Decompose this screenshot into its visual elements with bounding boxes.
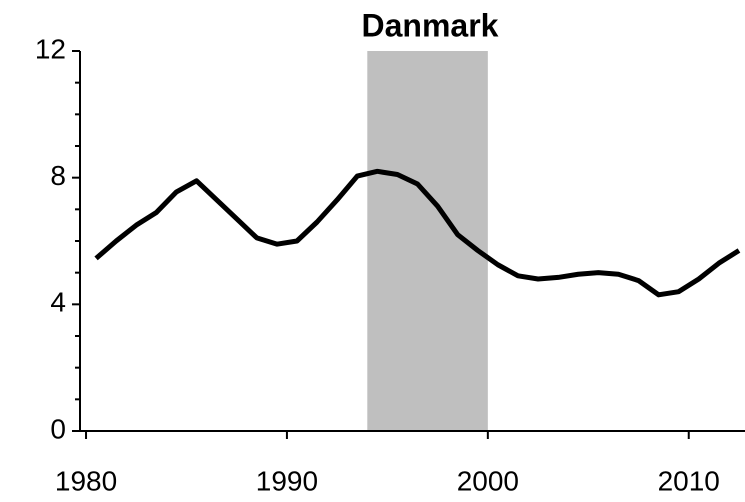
line-series — [94, 168, 741, 298]
y-tick-label: 4 — [50, 287, 66, 318]
y-tick-label: 12 — [35, 33, 66, 64]
y-tick-label: 0 — [50, 413, 66, 444]
chart-title: Danmark — [362, 7, 499, 43]
x-tick-label: 1980 — [55, 465, 117, 496]
x-tick-label: 2010 — [658, 465, 720, 496]
x-tick-label: 1990 — [256, 465, 318, 496]
x-tick-label: 2000 — [457, 465, 519, 496]
y-tick-label: 8 — [50, 160, 66, 191]
